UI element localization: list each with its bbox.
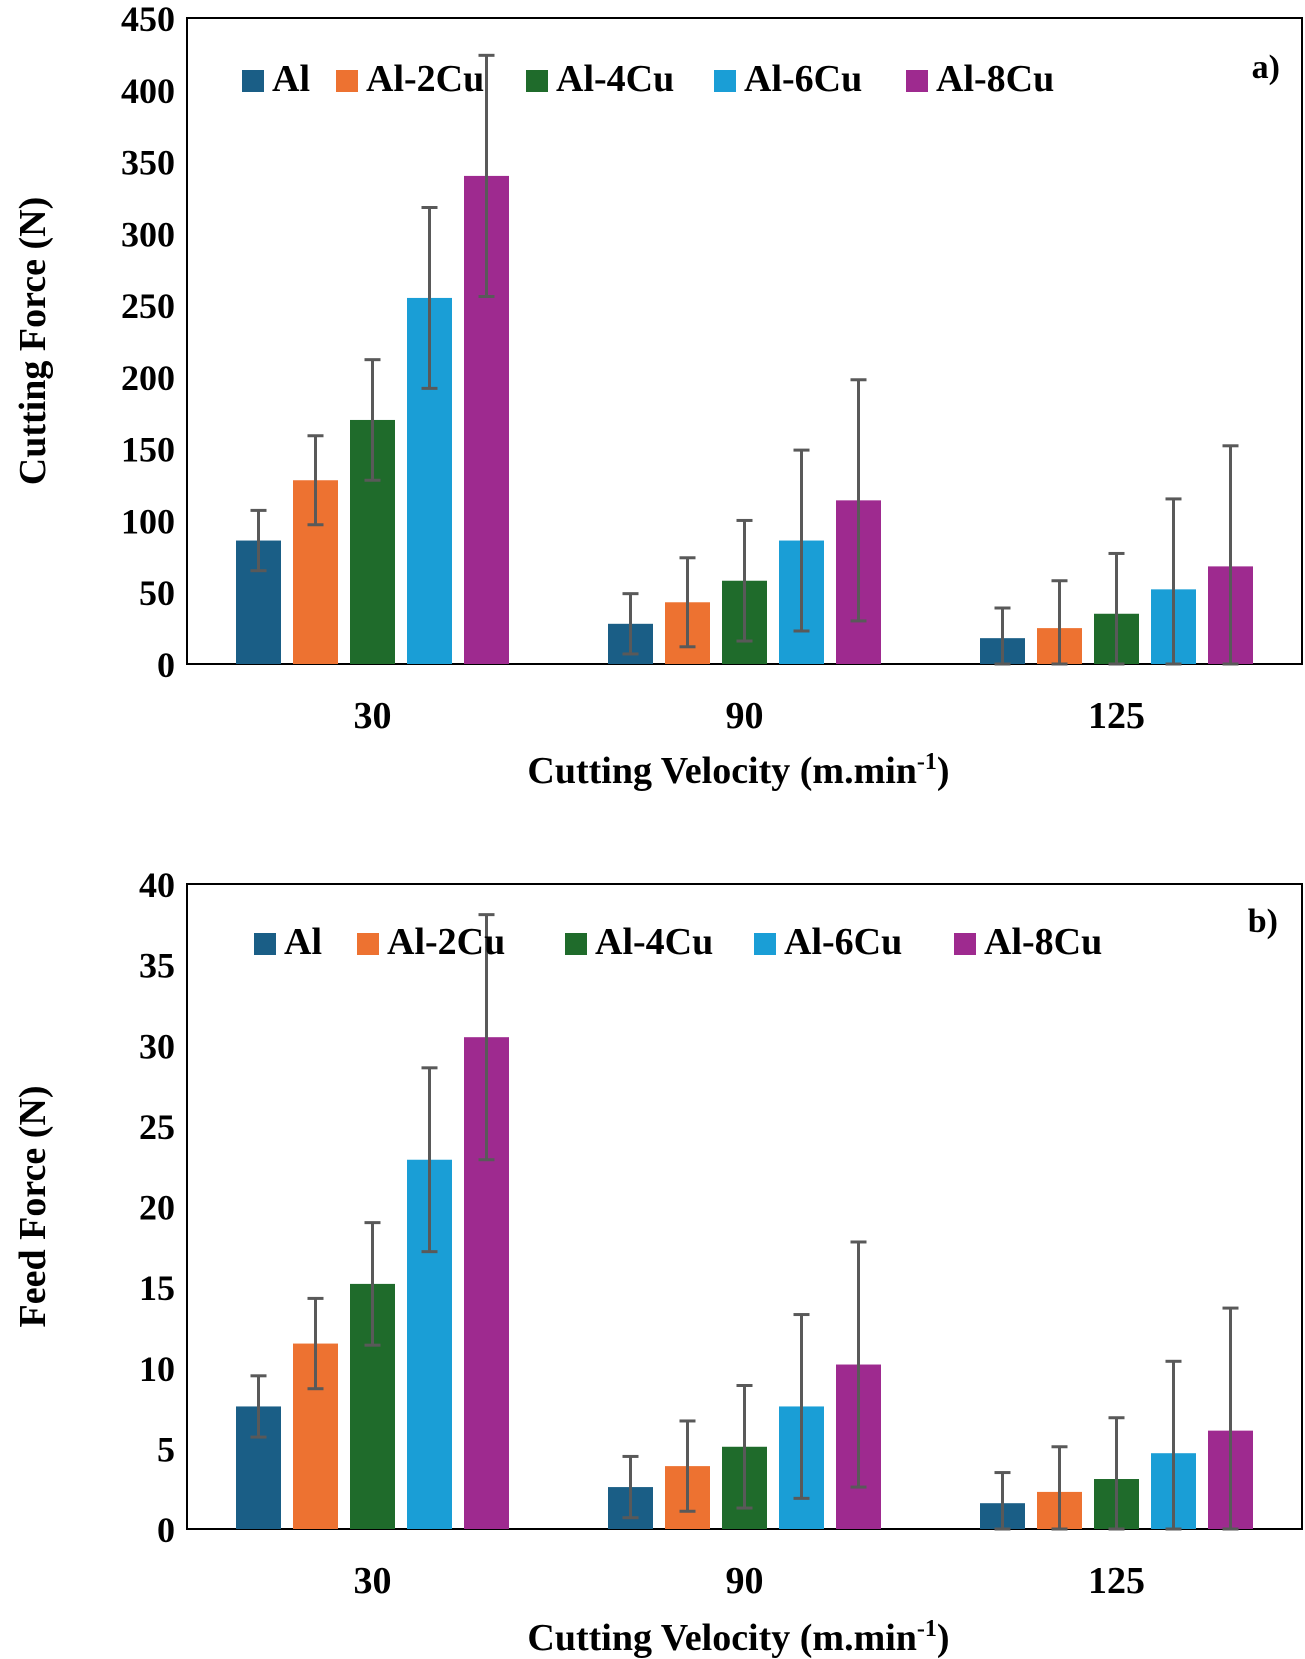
chart-panel-a: 0 50 100 150 200 250 300 350 400 450 Cutting Force… <box>12 0 1303 792</box>
y-tick-label: 50 <box>139 573 175 613</box>
legend-swatch-al-6cu <box>714 70 736 92</box>
legend-swatch-al <box>254 933 276 955</box>
legend: Al Al-2Cu Al-4Cu Al-6Cu Al-8Cu <box>254 921 1102 963</box>
legend-swatch-al-2cu <box>357 933 379 955</box>
y-tick-label: 20 <box>139 1188 175 1228</box>
legend-swatch-al-2cu <box>336 70 358 92</box>
y-tick-label: 100 <box>121 501 175 541</box>
error-bar <box>1222 1306 1239 1531</box>
error-bar <box>250 1374 267 1439</box>
legend-swatch-al-6cu <box>754 933 776 955</box>
legend-label-al: Al <box>284 921 322 963</box>
error-bar <box>679 556 696 649</box>
y-tick-label: 30 <box>139 1026 175 1066</box>
y-tick-label: 0 <box>157 645 175 685</box>
error-bar <box>850 378 867 623</box>
legend-label-al-8cu: Al-8Cu <box>936 58 1054 100</box>
y-tick-label: 40 <box>139 865 175 905</box>
error-bar <box>1051 579 1068 666</box>
x-tick-label: 30 <box>354 695 392 737</box>
error-bar <box>736 1383 753 1510</box>
legend-swatch-al <box>242 70 264 92</box>
legend-label-al: Al <box>272 58 310 100</box>
error-bar <box>994 1471 1011 1531</box>
panel-label: b) <box>1248 903 1278 940</box>
legend-swatch-al-4cu <box>565 933 587 955</box>
x-axis-label: Cutting Velocity (m.min-1) <box>527 749 949 792</box>
error-bar <box>679 1419 696 1513</box>
legend-swatch-al-4cu <box>526 70 548 92</box>
error-bar <box>364 1221 381 1347</box>
error-bar <box>478 53 495 298</box>
y-tick-label: 150 <box>121 430 175 470</box>
error-bar <box>1108 1416 1125 1531</box>
legend-label-al-4cu: Al-4Cu <box>595 921 713 963</box>
x-tick-label: 90 <box>726 1560 764 1602</box>
error-bar <box>1165 497 1182 666</box>
error-bar <box>736 518 753 643</box>
legend-label-al-4cu: Al-4Cu <box>556 58 674 100</box>
error-bar <box>1108 551 1125 666</box>
y-tick-label: 300 <box>121 214 175 254</box>
y-axis-label: Cutting Force (N) <box>12 197 54 485</box>
legend-label-al-2cu: Al-2Cu <box>387 921 505 963</box>
error-bar <box>307 434 324 527</box>
y-tick-label: 0 <box>157 1510 175 1550</box>
legend: Al Al-2Cu Al-4Cu Al-6Cu Al-8Cu <box>242 58 1054 100</box>
error-bar <box>793 448 810 633</box>
legend-label-al-6cu: Al-6Cu <box>744 58 862 100</box>
y-axis-label: Feed Force (N) <box>12 1086 54 1328</box>
error-bar <box>364 358 381 482</box>
y-tick-label: 250 <box>121 286 175 326</box>
error-bar <box>622 592 639 656</box>
x-tick-label: 30 <box>354 1560 392 1602</box>
y-tick-label: 10 <box>139 1349 175 1389</box>
y-tick-label: 450 <box>121 0 175 39</box>
x-tick-label: 125 <box>1088 1560 1145 1602</box>
error-bar <box>994 606 1011 666</box>
legend-swatch-al-8cu <box>954 933 976 955</box>
error-bar <box>250 508 267 573</box>
legend-label-al-6cu: Al-6Cu <box>784 921 902 963</box>
panel-label: a) <box>1252 49 1280 86</box>
error-bar <box>1222 444 1239 666</box>
error-bar <box>1165 1359 1182 1531</box>
x-axis-label: Cutting Velocity (m.min-1) <box>527 1616 949 1659</box>
chart-panel-b: 0 5 10 15 20 25 30 35 40 Feed Force (N) 30 90 125 Cut… <box>12 865 1303 1659</box>
error-bar <box>421 1066 438 1254</box>
y-tick-label: 400 <box>121 71 175 111</box>
y-tick-label: 35 <box>139 946 175 986</box>
error-bar <box>850 1240 867 1489</box>
error-bar <box>421 205 438 390</box>
error-bar <box>622 1454 639 1520</box>
legend-label-al-8cu: Al-8Cu <box>984 921 1102 963</box>
error-bar <box>478 913 495 1162</box>
y-tick-label: 200 <box>121 358 175 398</box>
y-tick-label: 15 <box>139 1268 175 1308</box>
legend-swatch-al-8cu <box>906 70 928 92</box>
error-bar <box>1051 1445 1068 1531</box>
y-tick-label: 350 <box>121 143 175 183</box>
x-tick-label: 90 <box>726 695 764 737</box>
y-tick-label: 25 <box>139 1107 175 1147</box>
error-bar <box>793 1313 810 1500</box>
y-tick-label: 5 <box>157 1429 175 1469</box>
x-tick-label: 125 <box>1088 695 1145 737</box>
error-bar <box>307 1296 324 1391</box>
legend-label-al-2cu: Al-2Cu <box>366 58 484 100</box>
